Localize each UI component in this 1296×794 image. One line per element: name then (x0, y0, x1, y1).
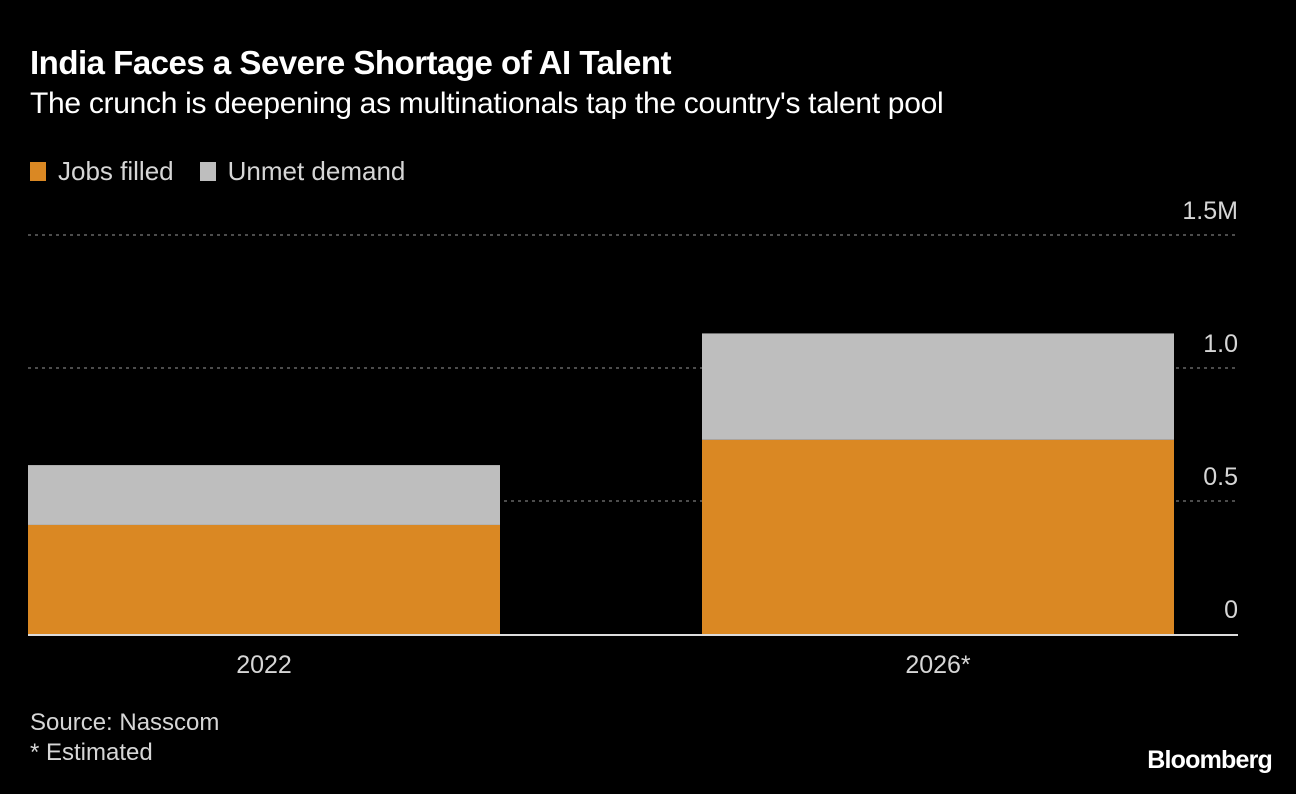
source-note: Source: Nasscom (30, 709, 220, 736)
legend: Jobs filled Unmet demand (30, 156, 431, 187)
x-tick-label: 2022 (236, 651, 292, 679)
y-tick-label: 0 (1224, 596, 1238, 624)
y-tick-label: 1.5M (1182, 197, 1238, 225)
chart-subtitle: The crunch is deepening as multinational… (30, 87, 944, 120)
bar-unmet-demand-2026 (702, 333, 1174, 440)
y-tick-label: 1.0 (1203, 330, 1238, 358)
y-tick-label: 0.5 (1203, 463, 1238, 491)
footnote: * Estimated (30, 739, 153, 766)
bar-unmet-demand-2022 (28, 465, 500, 525)
legend-label-jobs-filled: Jobs filled (58, 156, 174, 186)
bar-jobs-filled-2026 (702, 439, 1174, 634)
legend-item-unmet-demand: Unmet demand (199, 156, 406, 187)
bar-jobs-filled-2022 (28, 524, 500, 634)
legend-swatch-unmet-demand (199, 162, 216, 181)
x-tick-label: 2026* (905, 651, 971, 679)
legend-label-unmet-demand: Unmet demand (227, 156, 406, 186)
legend-swatch-jobs-filled (30, 162, 46, 181)
bloomberg-logo: Bloomberg (1147, 746, 1273, 774)
legend-item-jobs-filled: Jobs filled (30, 156, 174, 187)
chart-title: India Faces a Severe Shortage of AI Tale… (30, 44, 672, 81)
